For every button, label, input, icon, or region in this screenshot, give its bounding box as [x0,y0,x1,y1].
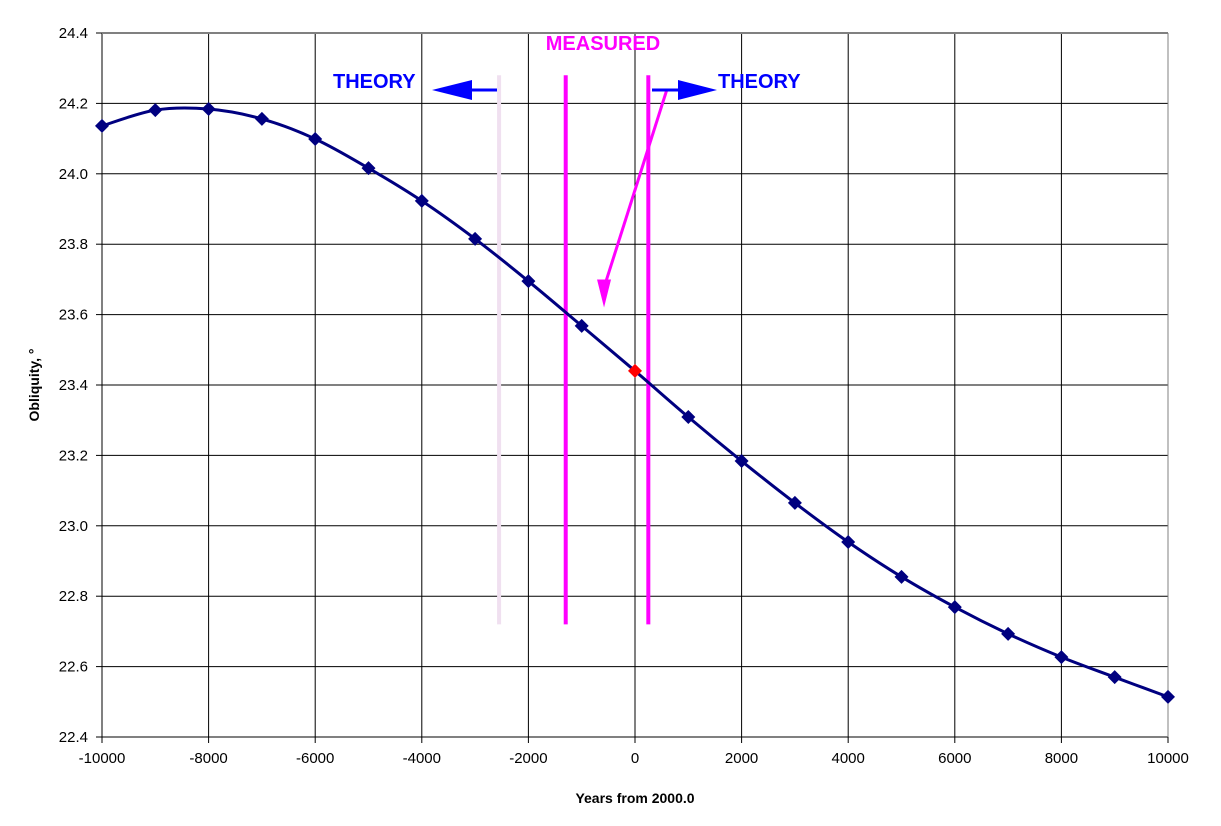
data-point [947,600,962,615]
measured-arrow-shaft [602,88,669,289]
data-point [1001,626,1016,641]
data-point [414,193,429,208]
data-point [361,161,376,176]
theory-right-arrow-head [678,80,717,100]
measured-arrow-head [597,279,612,308]
data-point [1054,650,1069,665]
y-tick-label: 23.4 [59,377,88,394]
y-tick-label: 22.8 [59,588,88,605]
data-point [308,131,323,146]
theory-left-arrow-head [432,80,472,100]
data-point [254,111,269,126]
x-tick-label: 10000 [1147,750,1189,767]
data-point [1161,689,1175,704]
y-tick-label: 22.4 [59,729,88,746]
y-tick-label: 24.2 [59,95,88,112]
axis-ticks: -10000 -8000 -6000 -4000 -2000 0 2000 4000 6000 8… [59,25,1189,767]
x-tick-label: -10000 [79,750,126,767]
data-point [681,410,696,425]
data-point [95,118,109,133]
x-tick-label: -4000 [403,750,441,767]
x-tick-label: 0 [631,750,639,767]
x-tick-label: -2000 [509,750,547,767]
theory-left-label: THEORY [333,71,416,93]
y-axis-label: Obliquity, ° [26,348,42,421]
x-tick-label: -6000 [296,750,334,767]
x-tick-label: 2000 [725,750,758,767]
y-tick-label: 24.4 [59,25,88,42]
data-point [148,103,163,118]
data-point [1107,670,1122,685]
data-point [734,454,749,469]
x-axis-label: Years from 2000.0 [575,790,694,806]
y-tick-label: 24.0 [59,166,88,183]
grid [101,32,1169,738]
data-point [787,495,802,510]
x-tick-label: 8000 [1045,750,1078,767]
y-tick-label: 23.2 [59,447,88,464]
y-tick-label: 23.8 [59,236,88,253]
annotations: MEASURED THEORY THEORY [333,33,801,625]
data-point [574,318,589,333]
data-point [201,102,216,117]
y-tick-label: 23.6 [59,307,88,324]
data-point [841,534,856,549]
y-tick-label: 22.6 [59,659,88,676]
highlight-point [628,363,642,378]
theory-right-label: THEORY [718,71,801,93]
x-tick-label: 6000 [938,750,971,767]
measured-label: MEASURED [546,33,660,55]
x-tick-label: -8000 [189,750,227,767]
series [95,102,1175,704]
y-tick-label: 23.0 [59,518,88,535]
data-point [521,274,536,289]
data-point [468,231,483,246]
x-tick-label: 4000 [832,750,865,767]
data-point [894,569,909,584]
